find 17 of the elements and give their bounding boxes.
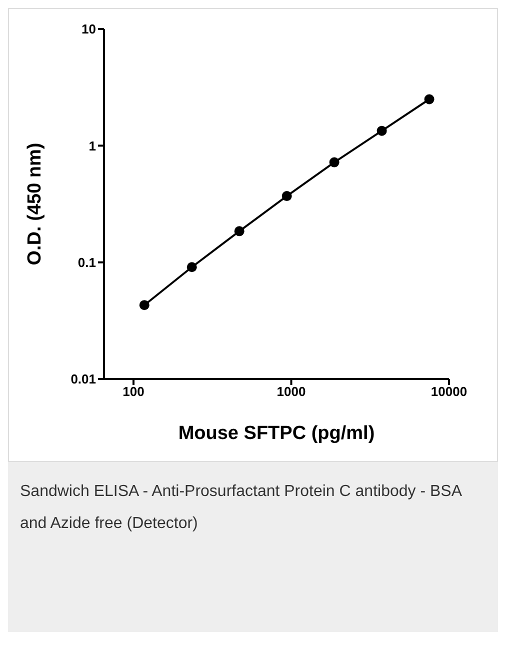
text: Sandwich ELISA - Anti-Prosurfactant Protein C antibody - BSA and Azide free (Detector)	[20, 482, 463, 534]
point	[424, 94, 434, 104]
point	[376, 126, 387, 136]
x-tick-label: 10000	[430, 384, 468, 400]
y-tick-label: 1	[88, 138, 96, 154]
point	[329, 157, 340, 168]
x-axis-title: Mouse SFTPC (pg/ml)	[178, 423, 375, 444]
y-tick-label: 0.1	[78, 254, 96, 270]
point	[282, 191, 292, 202]
x-tick-label: 100	[122, 384, 144, 400]
point	[234, 226, 244, 236]
point	[139, 300, 150, 310]
y-axis-title: O.D. (450 nm)	[24, 142, 46, 266]
point	[186, 262, 197, 272]
y-tick-label: 10	[82, 22, 96, 37]
x-tick-label: 1000	[276, 384, 306, 400]
y-tick-label: 0.01	[70, 372, 96, 387]
